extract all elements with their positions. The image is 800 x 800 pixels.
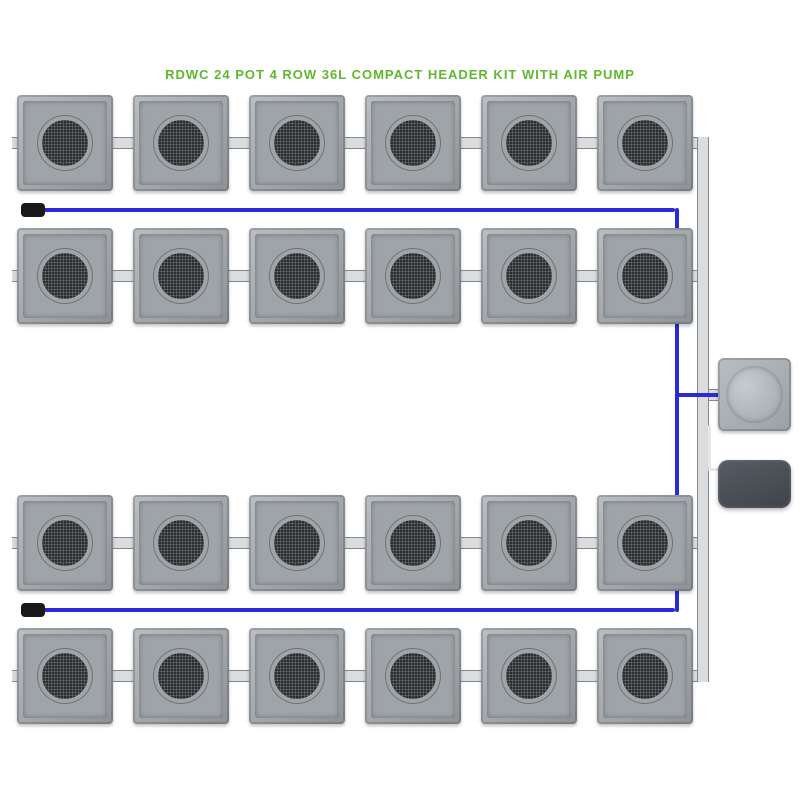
net-pot-mesh: [42, 520, 88, 566]
pot-r3-c4: [481, 628, 577, 724]
pot-r0-c3: [365, 95, 461, 191]
net-pot-mesh: [42, 653, 88, 699]
manifold-pipe-vert-bottom: [697, 537, 709, 682]
blue-tube-row-1: [37, 608, 675, 612]
pot-r2-c3: [365, 495, 461, 591]
tube-endcap-0: [21, 203, 45, 217]
header-tank: [718, 358, 791, 431]
pot-r2-c2: [249, 495, 345, 591]
pot-r1-c0: [17, 228, 113, 324]
pot-r0-c5: [597, 95, 693, 191]
net-pot-mesh: [158, 653, 204, 699]
diagram-title: RDWC 24 POT 4 ROW 36L COMPACT HEADER KIT…: [0, 67, 800, 82]
net-pot-mesh: [622, 520, 668, 566]
net-pot-mesh: [506, 120, 552, 166]
tube-endcap-1: [21, 603, 45, 617]
air-tube-v: [708, 425, 711, 468]
pot-r3-c5: [597, 628, 693, 724]
net-pot-mesh: [158, 520, 204, 566]
net-pot-mesh: [274, 653, 320, 699]
net-pot-mesh: [42, 253, 88, 299]
pot-r0-c0: [17, 95, 113, 191]
net-pot-mesh: [274, 120, 320, 166]
pot-r1-c5: [597, 228, 693, 324]
net-pot-mesh: [390, 653, 436, 699]
net-pot-mesh: [390, 120, 436, 166]
pot-r3-c2: [249, 628, 345, 724]
net-pot-mesh: [274, 253, 320, 299]
pot-r1-c3: [365, 228, 461, 324]
header-tank-lid: [726, 366, 783, 423]
net-pot-mesh: [42, 120, 88, 166]
net-pot-mesh: [158, 120, 204, 166]
pot-r2-c0: [17, 495, 113, 591]
net-pot-mesh: [390, 253, 436, 299]
net-pot-mesh: [622, 653, 668, 699]
pot-r3-c1: [133, 628, 229, 724]
pot-r1-c4: [481, 228, 577, 324]
pot-r3-c0: [17, 628, 113, 724]
net-pot-mesh: [506, 653, 552, 699]
air-pump: [718, 460, 791, 508]
net-pot-mesh: [622, 120, 668, 166]
blue-tube-to-header: [675, 393, 724, 397]
net-pot-mesh: [274, 520, 320, 566]
net-pot-mesh: [390, 520, 436, 566]
manifold-vert-mid-top: [697, 270, 709, 401]
pot-r1-c2: [249, 228, 345, 324]
blue-tube-row-0: [37, 208, 675, 212]
pot-r2-c4: [481, 495, 577, 591]
pot-r0-c1: [133, 95, 229, 191]
pot-r3-c3: [365, 628, 461, 724]
pot-r1-c1: [133, 228, 229, 324]
pot-r0-c4: [481, 95, 577, 191]
pot-r0-c2: [249, 95, 345, 191]
net-pot-mesh: [622, 253, 668, 299]
net-pot-mesh: [506, 253, 552, 299]
manifold-pipe-vert-top: [697, 137, 709, 282]
net-pot-mesh: [506, 520, 552, 566]
pot-r2-c5: [597, 495, 693, 591]
net-pot-mesh: [158, 253, 204, 299]
pot-r2-c1: [133, 495, 229, 591]
